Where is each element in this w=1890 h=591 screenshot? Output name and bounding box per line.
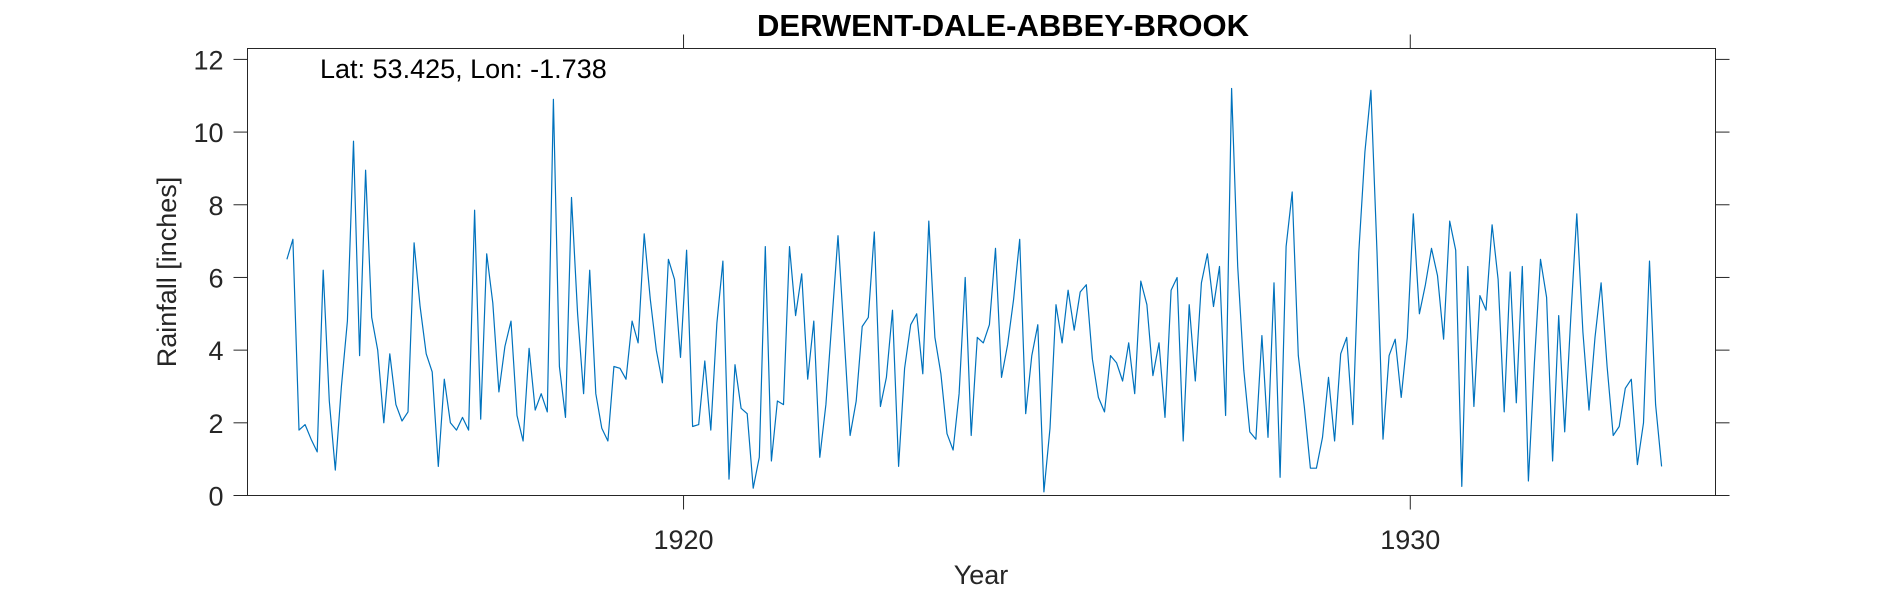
x-axis-label: Year (954, 560, 1009, 590)
plot-axes: 1920 1930 0 2 4 6 8 10 12 (193, 34, 1730, 555)
x-tick-label: 1930 (1380, 525, 1440, 555)
chart-title: DERWENT-DALE-ABBEY-BROOK (757, 8, 1250, 43)
y-ticks: 0 2 4 6 8 10 12 (193, 45, 1730, 512)
x-ticks: 1920 1930 (654, 34, 1440, 555)
y-tick-label: 6 (208, 263, 223, 293)
y-tick-label: 8 (208, 191, 223, 221)
y-tick-label: 2 (208, 409, 223, 439)
series-line (286, 87, 1663, 493)
y-tick-label: 12 (193, 45, 223, 75)
x-tick-label: 1920 (654, 525, 714, 555)
plot-frame (247, 48, 1716, 496)
y-tick-label: 0 (208, 482, 223, 512)
location-annotation: Lat: 53.425, Lon: -1.738 (320, 54, 607, 84)
y-tick-label: 4 (208, 336, 223, 366)
y-axis-label: Rainfall [inches] (152, 177, 182, 368)
y-tick-label: 10 (193, 118, 223, 148)
